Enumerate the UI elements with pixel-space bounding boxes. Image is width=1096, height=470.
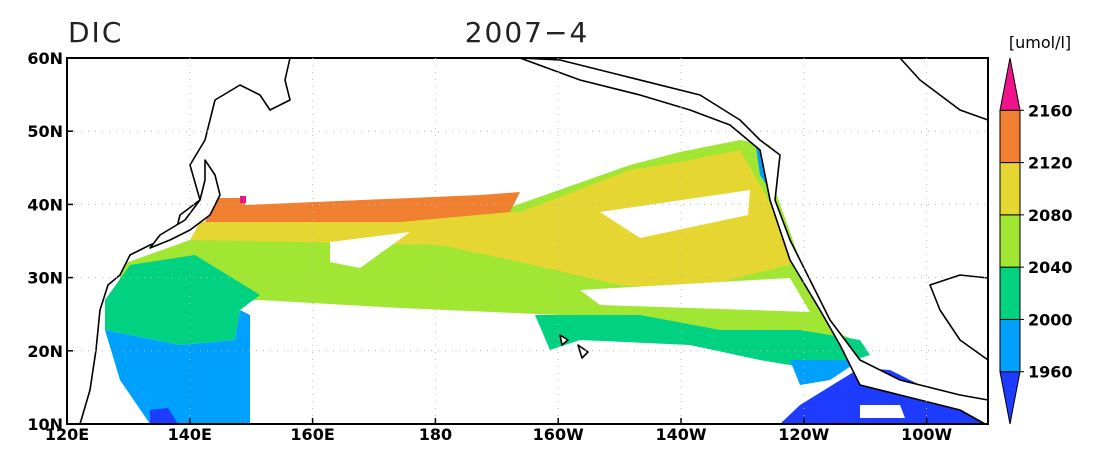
dic-field	[105, 140, 985, 424]
y-tick-label: 30N	[27, 269, 63, 288]
x-tick-label: 160E	[290, 425, 334, 444]
y-tick-label: 20N	[27, 342, 63, 361]
x-tick-label: 140W	[655, 425, 706, 444]
colorbar-box	[999, 109, 1021, 164]
colorbar-unit: [umol/l]	[1009, 33, 1071, 52]
x-tick-label: 180	[419, 425, 452, 444]
colorbar-box	[999, 162, 1021, 216]
subtitle: 2007−4	[465, 16, 590, 49]
x-tick-label: 100W	[901, 425, 952, 444]
y-tick-label: 60N	[27, 49, 63, 68]
title: DIC	[68, 16, 123, 49]
y-tick-label: 50N	[27, 122, 63, 141]
x-tick-label: 160W	[533, 425, 584, 444]
x-tick-label: 120E	[45, 425, 89, 444]
colorbar-box	[999, 214, 1021, 268]
colorbar-label: 2040	[1028, 258, 1073, 277]
coastlines	[66, 57, 989, 425]
y-tick-label: 10N	[27, 415, 63, 434]
x-tick-label: 140E	[168, 425, 212, 444]
colorbar-label: 2000	[1028, 310, 1073, 329]
colorbar-label: 2080	[1028, 206, 1073, 225]
colorbar-label: 1960	[1028, 363, 1073, 382]
colorbar-low	[999, 371, 1021, 425]
colorbar-box	[999, 266, 1021, 320]
map-frame	[66, 57, 989, 425]
colorbar-label: 2160	[1028, 101, 1073, 120]
x-tick-label: 120W	[778, 425, 829, 444]
colorbar-label: 2120	[1028, 154, 1073, 173]
colorbar-box	[999, 318, 1021, 373]
colorbar-high	[999, 57, 1021, 111]
y-tick-label: 40N	[27, 195, 63, 214]
